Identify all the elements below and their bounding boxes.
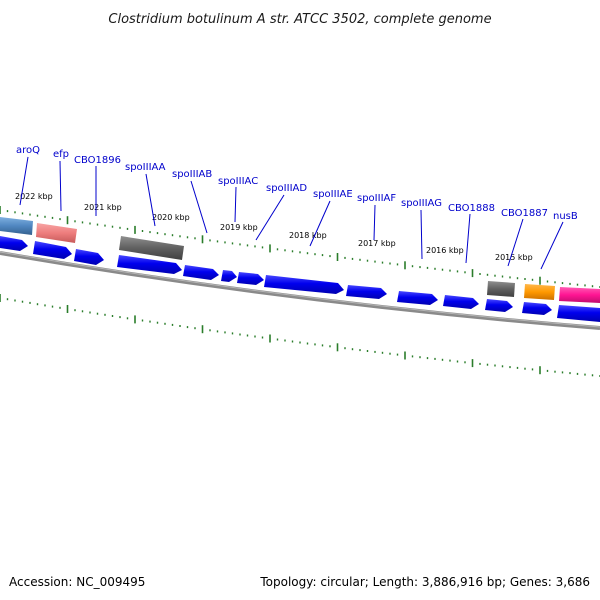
gene-label-leaders	[19, 156, 564, 270]
gene-label-CBO1896: CBO1896	[74, 155, 121, 166]
gene-arrow	[33, 241, 72, 259]
leader-line	[309, 200, 331, 247]
gene-label-efp: efp	[53, 149, 69, 160]
gene-label-spoIIIAG: spoIIIAG	[401, 198, 442, 209]
feature-boxes	[0, 217, 600, 303]
leader-line	[540, 221, 564, 270]
CBO1896-feature-box	[119, 236, 184, 260]
gene-arrow	[485, 299, 513, 312]
leader-line	[145, 173, 156, 227]
genome-backbone	[0, 251, 600, 330]
gene-arrow	[397, 291, 438, 305]
gene-arrow	[74, 249, 104, 265]
gene-label-spoIIIAA: spoIIIAA	[125, 162, 166, 173]
kbp-label: 2021 kbp	[84, 203, 122, 212]
leader-line	[19, 156, 29, 206]
kbp-labels: 2022 kbp 2021 kbp 2020 kbp 2019 kbp 2018…	[15, 192, 533, 262]
aroQ-feature-box	[0, 217, 33, 235]
kbp-label: 2018 kbp	[289, 231, 327, 240]
leader-line	[234, 186, 237, 223]
kbp-label: 2016 kbp	[426, 246, 464, 255]
leader-line	[420, 209, 423, 260]
leader-line	[255, 194, 285, 241]
leader-line	[373, 204, 376, 241]
gene-arrow	[443, 295, 479, 309]
genome-backbone-highlight	[0, 251, 600, 328]
leader-line	[465, 213, 471, 264]
gene-arrow	[264, 275, 344, 294]
gene-label-spoIIIAC: spoIIIAC	[218, 176, 258, 187]
map-title: Clostridium botulinum A str. ATCC 3502, …	[108, 12, 491, 27]
accession-text: Accession: NC_009495	[9, 575, 145, 589]
kbp-label: 2019 kbp	[220, 223, 258, 232]
gene-arrow	[346, 285, 387, 299]
gene-label-CBO1888: CBO1888	[448, 203, 495, 214]
nusB-feature-box	[559, 287, 600, 303]
gene-label-CBO1887: CBO1887	[501, 208, 548, 219]
gene-labels: aroQ efp CBO1896 spoIIIAA spoIIIAB spoII…	[16, 145, 578, 222]
gene-arrow	[221, 270, 237, 282]
leader-line	[59, 160, 62, 212]
tick-row-upper	[0, 206, 600, 288]
gene-arrow	[183, 265, 219, 280]
leader-line	[507, 218, 524, 267]
gene-label-spoIIIAB: spoIIIAB	[172, 169, 212, 180]
gene-arrow	[0, 236, 28, 251]
gene-arrow	[117, 255, 182, 274]
genome-summary-text: Topology: circular; Length: 3,886,916 bp…	[259, 575, 590, 589]
gene-label-spoIIIAF: spoIIIAF	[357, 193, 396, 204]
gene-label-nusB: nusB	[553, 211, 578, 222]
gene-arrow	[557, 305, 600, 322]
gene-arrow	[522, 302, 552, 315]
CBO1887-feature-box	[524, 284, 555, 300]
kbp-label: 2020 kbp	[152, 213, 190, 222]
efp-feature-box	[36, 223, 77, 243]
gene-label-spoIIIAD: spoIIIAD	[266, 183, 307, 194]
kbp-label: 2015 kbp	[495, 253, 533, 262]
gene-arrows	[0, 236, 600, 322]
leader-line	[190, 180, 208, 234]
gene-arrow	[237, 272, 264, 285]
tick-row-lower	[0, 294, 600, 377]
gene-label-aroQ: aroQ	[16, 145, 40, 156]
CBO1888-feature-box	[487, 281, 515, 297]
kbp-label: 2022 kbp	[15, 192, 53, 201]
kbp-label: 2017 kbp	[358, 239, 396, 248]
gene-label-spoIIIAE: spoIIIAE	[313, 189, 353, 200]
